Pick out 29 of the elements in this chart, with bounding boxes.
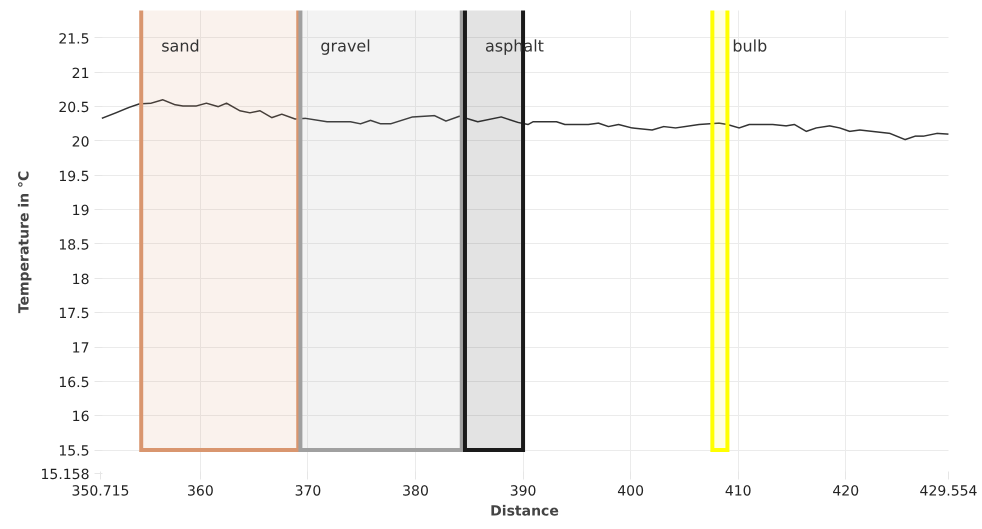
y-tick-label: 19 bbox=[72, 203, 90, 220]
x-tick-label: 370 bbox=[294, 484, 322, 500]
y-tick-label: 16.5 bbox=[58, 374, 90, 391]
y-tick-label: 16 bbox=[72, 409, 90, 426]
y-tick-label: 20.5 bbox=[58, 100, 90, 116]
band-label: gravel bbox=[320, 36, 371, 56]
y-tick-label: 21 bbox=[72, 66, 90, 82]
x-tick-label: 390 bbox=[510, 484, 536, 500]
x-tick-label: 420 bbox=[832, 484, 860, 500]
y-tick-label: 18.5 bbox=[58, 237, 90, 254]
x-tick-label: 410 bbox=[724, 484, 752, 500]
y-tick-label: 20 bbox=[72, 134, 90, 150]
y-tick-label: 19.5 bbox=[58, 168, 90, 185]
y-tick-label: 15.5 bbox=[58, 444, 90, 460]
x-tick-label: 350.715 bbox=[72, 484, 130, 500]
line-series bbox=[101, 99, 948, 140]
x-axis-title: Distance bbox=[490, 504, 559, 520]
y-tick-label: 17.5 bbox=[58, 306, 90, 322]
x-tick-label: 429.554 bbox=[920, 484, 978, 500]
y-tick-label: 17 bbox=[72, 340, 90, 357]
y-tick-label: 21.5 bbox=[58, 31, 90, 48]
x-tick-label: 380 bbox=[402, 484, 429, 500]
x-tick-label: 400 bbox=[617, 484, 644, 500]
band-label: bulb bbox=[732, 36, 768, 56]
band-label: sand bbox=[161, 36, 200, 56]
x-tick-label: 360 bbox=[187, 484, 214, 500]
y-axis-title: Temperature in °C bbox=[16, 170, 33, 314]
y-tick-label: 15.158 bbox=[40, 467, 90, 483]
y-tick-label: 18 bbox=[72, 272, 90, 288]
